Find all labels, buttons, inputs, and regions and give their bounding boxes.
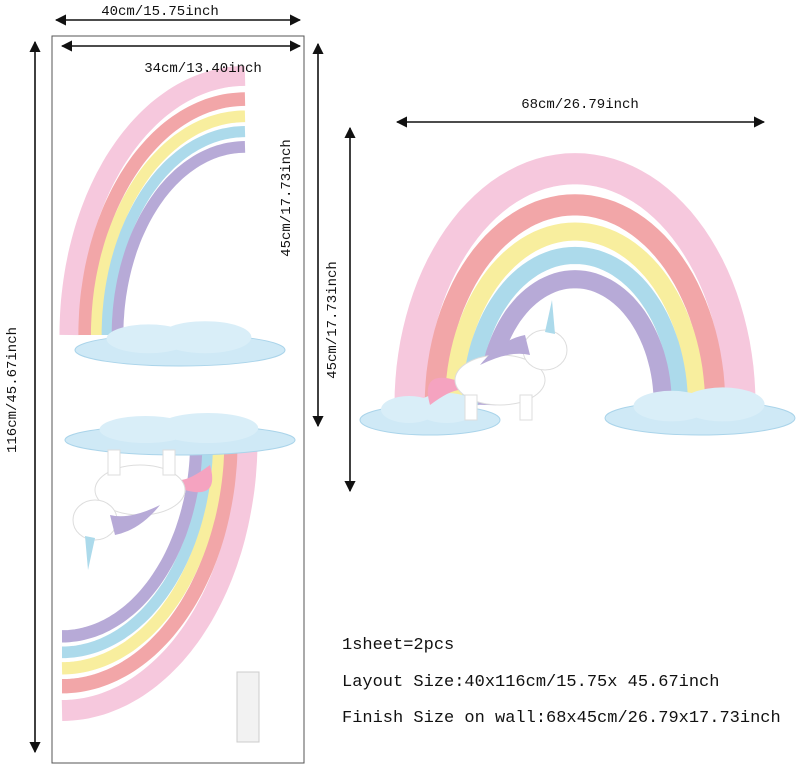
spec-line: 1sheet=2pcs xyxy=(342,636,454,655)
unicorn-mane xyxy=(110,505,160,535)
cloud xyxy=(157,413,259,443)
rainbow-band xyxy=(59,65,246,336)
rainbow-band xyxy=(90,110,246,335)
sheet-art xyxy=(59,65,296,721)
dimension-label: 34cm/13.40inch xyxy=(144,61,262,77)
rainbow-band xyxy=(111,141,246,335)
unicorn-horn xyxy=(545,300,555,334)
wall-art xyxy=(359,153,796,436)
unicorn-leg xyxy=(519,394,533,421)
dimension-label: 68cm/26.79inch xyxy=(521,97,639,113)
rainbow-band xyxy=(62,439,214,659)
cloud xyxy=(159,321,252,354)
unicorn xyxy=(72,449,213,570)
spec-line: Layout Size:40x116cm/15.75x 45.67inch xyxy=(342,673,719,692)
rainbow-band xyxy=(444,222,706,406)
rainbow-band xyxy=(61,439,258,721)
unicorn-leg xyxy=(464,394,478,421)
rainbow-band xyxy=(62,439,238,694)
unicorn-mane xyxy=(480,335,530,365)
rainbow-band xyxy=(462,246,688,406)
unicorn-horn xyxy=(85,536,95,570)
unicorn-tail xyxy=(427,377,460,405)
rainbow-band xyxy=(478,270,672,406)
dimension-label: 45cm/17.73inch xyxy=(325,261,341,379)
dimension-label: 40cm/15.75inch xyxy=(101,4,219,20)
unicorn-head xyxy=(72,499,118,541)
rainbow-band xyxy=(101,126,246,335)
dimension-label: 116cm/45.67inch xyxy=(5,327,21,453)
label-tag xyxy=(236,671,260,743)
rainbow-band xyxy=(424,194,726,406)
unicorn-leg xyxy=(162,449,176,476)
rainbow-band xyxy=(78,92,246,335)
cloud xyxy=(681,387,765,422)
unicorn xyxy=(427,300,568,421)
unicorn-tail xyxy=(180,465,213,493)
unicorn-head xyxy=(522,329,568,371)
rainbow-band xyxy=(61,440,225,675)
dimension-label: 45cm/17.73inch xyxy=(279,139,295,257)
unicorn-leg xyxy=(107,449,121,476)
rainbow-band xyxy=(394,153,756,406)
spec-line: Finish Size on wall:68x45cm/26.79x17.73i… xyxy=(342,709,781,728)
